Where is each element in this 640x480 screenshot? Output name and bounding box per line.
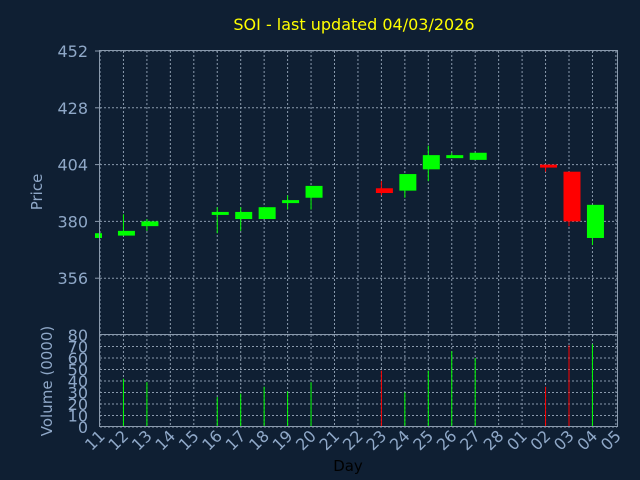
volume-tick-label: 40 (68, 372, 88, 391)
candles (95, 145, 604, 246)
candle-body (399, 174, 417, 191)
volume-tick-label: 70 (68, 338, 88, 357)
candle-body (235, 211, 253, 220)
volume-tick-label: 60 (68, 349, 88, 368)
volume-bars (122, 344, 593, 427)
volume-tick-label: 20 (68, 395, 88, 414)
x-axis-label: Day (333, 457, 363, 475)
candle-body (258, 207, 276, 220)
volume-axis-label: Volume (0000) (38, 326, 56, 436)
price-axis-label: Price (28, 174, 46, 211)
candle-body (469, 152, 487, 160)
volume-tick-label: 30 (68, 384, 88, 403)
candle-body (282, 200, 300, 204)
candle-body (95, 233, 102, 238)
volume-tick-label: 80 (68, 326, 88, 345)
candle-body (422, 155, 440, 170)
candle-body (117, 230, 135, 236)
price-axis: 452 428 404 380 356 (57, 42, 100, 288)
candle-body (375, 188, 393, 193)
price-tick-label: 452 (57, 42, 88, 61)
x-axis: 1112131415161718192021222324252627280102… (81, 426, 625, 454)
volume-tick-label: 0 (78, 418, 88, 437)
price-tick-label: 428 (57, 99, 88, 118)
candle-body (446, 155, 464, 159)
candle-body (211, 211, 229, 215)
candle-body (305, 185, 323, 198)
volume-tick-label: 50 (68, 361, 88, 380)
price-tick-label: 380 (57, 212, 88, 231)
candle-body (563, 171, 581, 222)
volume-tick-label: 10 (68, 407, 88, 426)
candle-body (141, 221, 159, 227)
chart-title: SOI - last updated 04/03/2026 (233, 15, 474, 34)
price-tick-label: 356 (57, 269, 88, 288)
price-tick-label: 404 (57, 156, 88, 175)
candle-body (540, 164, 558, 168)
volume-panel-frame (99, 334, 618, 427)
candle-body (586, 204, 604, 238)
